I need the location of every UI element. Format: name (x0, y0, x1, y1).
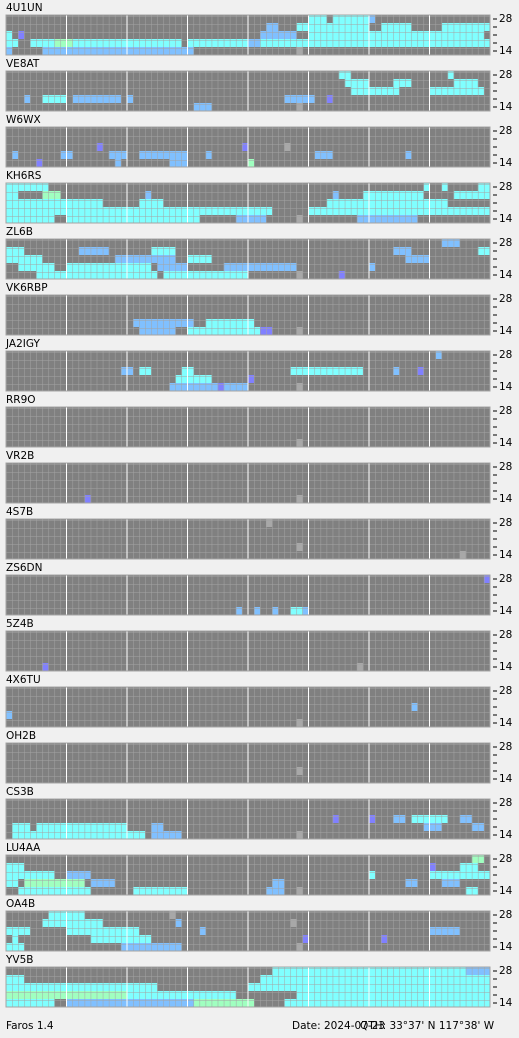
grid-border (5, 574, 491, 616)
band-label: 28 (499, 293, 512, 305)
station-panel: CS3B 28 14 (5, 786, 513, 841)
band-label: 14 (499, 101, 513, 113)
date: Date: 2024-07-23 (292, 1020, 385, 1032)
band-label: 28 (499, 797, 512, 809)
station-panel: JA2IGY 28 14 (5, 338, 513, 393)
grid-border (5, 406, 491, 448)
band-label: 28 (499, 741, 512, 753)
band-label: 14 (499, 885, 513, 897)
station-panel: 4X6TU 28 14 (5, 674, 513, 729)
station-name: RR9O (6, 394, 36, 406)
station-name: CS3B (6, 786, 34, 798)
band-label: 14 (499, 661, 513, 673)
station-name: 4X6TU (6, 674, 41, 686)
band-label: 28 (499, 573, 512, 585)
station-panel: VR2B 28 14 (5, 450, 513, 505)
grid-border (5, 70, 491, 112)
station-name: W6WX (6, 114, 41, 126)
station-name: JA2IGY (5, 338, 40, 350)
grid-border (5, 518, 491, 560)
grid-border (5, 294, 491, 336)
band-label: 28 (499, 69, 512, 81)
grid-border (5, 182, 491, 224)
band-label: 14 (499, 605, 513, 617)
band-label: 14 (499, 45, 513, 57)
grid-border (5, 462, 491, 504)
band-label: 14 (499, 269, 513, 281)
band-label: 28 (499, 349, 512, 361)
band-label: 28 (499, 909, 512, 921)
band-label: 28 (499, 125, 512, 137)
band-label: 28 (499, 181, 512, 193)
band-label: 14 (499, 829, 513, 841)
station-panel: 5Z4B 28 14 (5, 618, 513, 673)
band-label: 14 (499, 549, 513, 561)
station-name: 5Z4B (6, 618, 34, 630)
band-label: 28 (499, 629, 512, 641)
grid-border (5, 350, 491, 392)
grid-border (5, 966, 491, 1008)
grid-border (5, 798, 491, 840)
station-name: OH2B (6, 730, 36, 742)
qth: QTH: 33°37' N 117°38' W (360, 1020, 495, 1032)
app-version: Faros 1.4 (6, 1020, 54, 1032)
station-name: LU4AA (6, 842, 41, 854)
grid-border (5, 14, 491, 56)
station-panel: VK6RBP 28 14 (5, 282, 513, 337)
station-name: ZL6B (6, 226, 33, 238)
station-name: VR2B (6, 450, 34, 462)
band-label: 14 (499, 773, 513, 785)
band-label: 28 (499, 237, 512, 249)
grid-border (5, 742, 491, 784)
band-label: 14 (499, 717, 513, 729)
station-name: 4S7B (6, 506, 33, 518)
station-panel: 4U1UN 28 14 (5, 2, 513, 57)
band-label: 14 (499, 213, 513, 225)
station-name: YV5B (5, 954, 33, 966)
station-panel: W6WX 28 14 (5, 114, 513, 169)
band-label: 28 (499, 965, 512, 977)
band-label: 14 (499, 157, 513, 169)
station-panel: YV5B 28 14 (5, 954, 513, 1009)
station-name: VE8AT (6, 58, 40, 70)
station-panel: 4S7B 28 14 (5, 506, 513, 561)
station-panel: ZS6DN 28 14 (5, 562, 513, 617)
station-panel: RR9O 28 14 (5, 394, 513, 449)
band-label: 14 (499, 493, 513, 505)
grid-border (5, 126, 491, 168)
band-label: 28 (499, 13, 512, 25)
band-label: 28 (499, 853, 512, 865)
band-label: 28 (499, 405, 512, 417)
station-panel: OA4B 28 14 (5, 898, 513, 953)
station-panel: ZL6B 28 14 (5, 226, 513, 281)
station-name: VK6RBP (6, 282, 48, 294)
station-name: 4U1UN (6, 2, 43, 14)
station-panel: LU4AA 28 14 (5, 842, 513, 897)
band-label: 14 (499, 997, 513, 1009)
station-panel: OH2B 28 14 (5, 730, 513, 785)
station-name: KH6RS (6, 170, 42, 182)
grid-border (5, 854, 491, 896)
grid-border (5, 910, 491, 952)
grid-border (5, 630, 491, 672)
band-label: 14 (499, 437, 513, 449)
band-label: 14 (499, 325, 513, 337)
band-label: 28 (499, 461, 512, 473)
station-panel: KH6RS 28 14 (5, 170, 513, 225)
band-label: 28 (499, 517, 512, 529)
station-panel: VE8AT 28 14 (5, 58, 513, 113)
band-label: 14 (499, 381, 513, 393)
grid-border (5, 686, 491, 728)
station-name: OA4B (6, 898, 35, 910)
grid-border (5, 238, 491, 280)
station-name: ZS6DN (6, 562, 42, 574)
band-label: 28 (499, 685, 512, 697)
band-label: 14 (499, 941, 513, 953)
